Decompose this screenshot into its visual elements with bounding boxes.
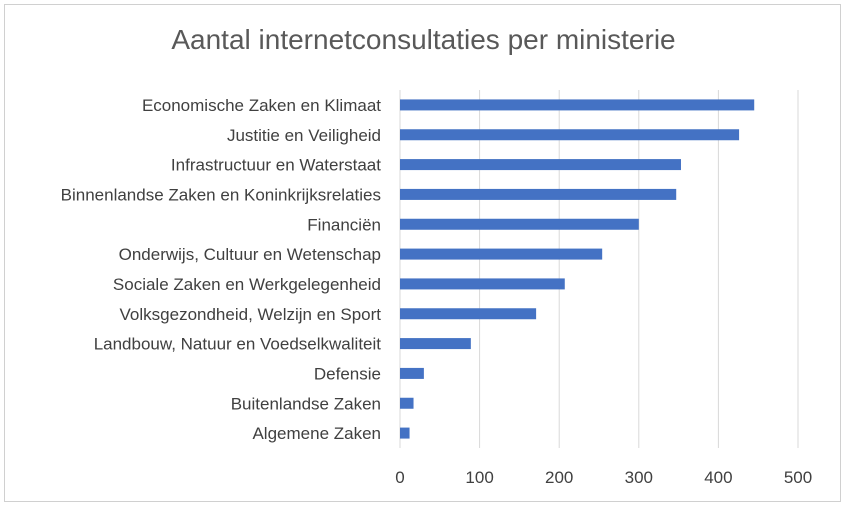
- category-label: Infrastructuur en Waterstaat: [171, 156, 381, 175]
- category-label: Algemene Zaken: [252, 424, 381, 443]
- bar: [400, 397, 414, 409]
- x-tick-label: 300: [625, 468, 653, 487]
- category-label: Landbouw, Natuur en Voedselkwaliteit: [94, 335, 382, 354]
- category-label: Sociale Zaken en Werkgelegenheid: [113, 275, 381, 294]
- bar: [400, 129, 740, 141]
- bar: [400, 367, 424, 379]
- x-tick-label: 400: [704, 468, 732, 487]
- bar: [400, 248, 603, 260]
- bar: [400, 188, 677, 200]
- bar: [400, 338, 471, 350]
- category-label: Buitenlandse Zaken: [231, 394, 381, 413]
- category-label: Onderwijs, Cultuur en Wetenschap: [119, 245, 381, 264]
- category-label: Financiën: [307, 215, 381, 234]
- category-label: Justitie en Veiligheid: [227, 126, 381, 145]
- x-tick-label: 500: [784, 468, 812, 487]
- bar: [400, 218, 639, 230]
- x-tick-label: 100: [465, 468, 493, 487]
- x-tick-label: 0: [395, 468, 404, 487]
- category-label: Volksgezondheid, Welzijn en Sport: [120, 305, 382, 324]
- category-label: Economische Zaken en Klimaat: [142, 96, 381, 115]
- bar: [400, 427, 410, 439]
- chart-title: Aantal internetconsultaties per minister…: [171, 24, 676, 55]
- bar: [400, 278, 565, 290]
- category-label: Defensie: [314, 364, 381, 383]
- category-label: Binnenlandse Zaken en Koninkrijksrelatie…: [61, 185, 381, 204]
- x-tick-label: 200: [545, 468, 573, 487]
- bar: [400, 308, 537, 320]
- bar: [400, 99, 755, 111]
- bar: [400, 159, 681, 171]
